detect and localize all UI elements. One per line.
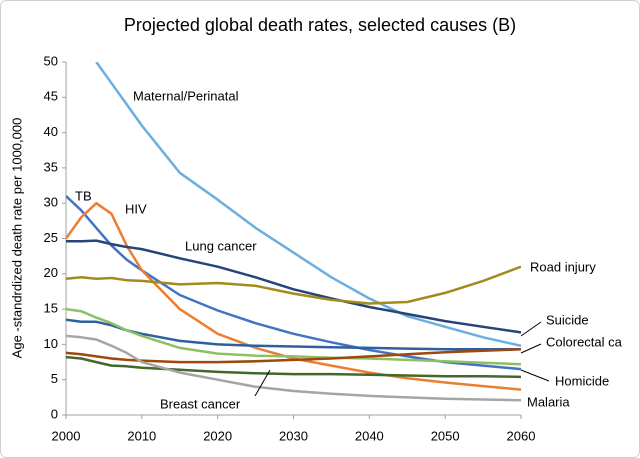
series-line <box>66 195 521 371</box>
y-tick-label: 45 <box>44 89 58 104</box>
series-label: Breast cancer <box>160 396 241 411</box>
chart-title: Projected global death rates, selected c… <box>124 15 516 35</box>
x-tick-label: 2060 <box>507 428 536 443</box>
y-axis-title: Age -standrdized death rate per 1000,000 <box>9 118 24 359</box>
series-line <box>66 265 521 305</box>
series-label: Maternal/Perinatal <box>133 88 239 103</box>
leader-line <box>520 321 542 337</box>
y-tick-label: 15 <box>44 301 58 316</box>
series-line <box>66 307 521 366</box>
series-label: Malaria <box>527 394 570 409</box>
series-label: Lung cancer <box>185 238 257 253</box>
series-label: Homicide <box>555 373 609 388</box>
series-label: Suicide <box>546 312 589 327</box>
leader-line <box>520 343 542 354</box>
leader-lines <box>254 321 550 397</box>
x-tick-label: 2030 <box>279 428 308 443</box>
y-tick-label: 40 <box>44 124 58 139</box>
series-label: Colorectal ca <box>546 334 623 349</box>
x-tick-label: 2040 <box>355 428 384 443</box>
series-label: TB <box>75 188 92 203</box>
leader-line <box>254 369 271 397</box>
y-tick-label: 10 <box>44 336 58 351</box>
y-tick-label: 25 <box>44 230 58 245</box>
x-tick-label: 2050 <box>431 428 460 443</box>
x-tick-label: 2020 <box>203 428 232 443</box>
y-tick-label: 0 <box>51 406 58 421</box>
series-line <box>66 355 521 379</box>
y-tick-label: 30 <box>44 195 58 210</box>
x-tick-label: 2000 <box>52 428 81 443</box>
series-line <box>66 334 521 402</box>
series-label: Road injury <box>530 259 596 274</box>
series-label: HIV <box>125 201 147 216</box>
series-line <box>95 62 521 348</box>
y-tick-label: 5 <box>51 371 58 386</box>
x-tick-label: 2010 <box>127 428 156 443</box>
plot-area <box>66 62 521 402</box>
series-line <box>66 201 521 391</box>
y-tick-label: 35 <box>44 159 58 174</box>
leader-line <box>520 369 550 382</box>
y-tick-label: 50 <box>44 53 58 68</box>
series-line <box>66 348 521 364</box>
y-tick-label: 20 <box>44 265 58 280</box>
series-line <box>66 239 521 334</box>
series-line <box>66 318 521 351</box>
